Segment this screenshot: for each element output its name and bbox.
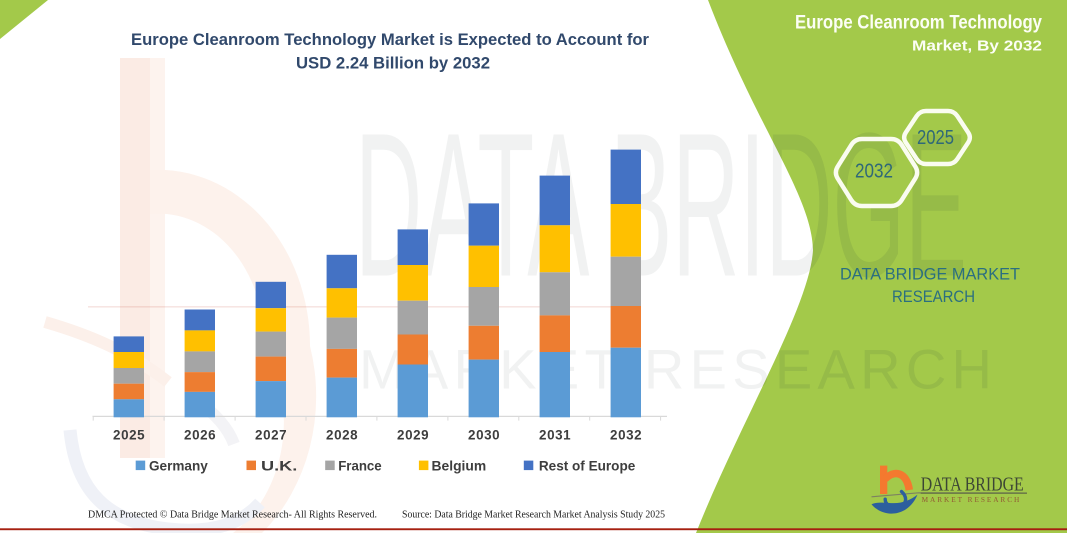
svg-text:2026: 2026 bbox=[184, 428, 216, 443]
svg-text:2025: 2025 bbox=[113, 428, 145, 443]
svg-text:2025: 2025 bbox=[917, 126, 954, 149]
svg-text:USD 2.24 Billion by 2032: USD 2.24 Billion by 2032 bbox=[296, 55, 490, 73]
svg-text:DATA BRIDGE MARKET: DATA BRIDGE MARKET bbox=[840, 264, 1020, 283]
svg-text:U.K.: U.K. bbox=[261, 458, 297, 474]
svg-text:RESEARCH: RESEARCH bbox=[892, 287, 975, 306]
svg-text:Germany: Germany bbox=[149, 458, 208, 474]
svg-text:2028: 2028 bbox=[326, 428, 358, 443]
svg-text:2032: 2032 bbox=[855, 159, 893, 182]
svg-text:MARKET RESEARCH: MARKET RESEARCH bbox=[359, 338, 1004, 401]
svg-text:Europe Cleanroom Technology: Europe Cleanroom Technology bbox=[795, 13, 1042, 34]
svg-text:2031: 2031 bbox=[539, 428, 571, 443]
svg-text:Market, By 2032: Market, By 2032 bbox=[912, 38, 1042, 55]
svg-text:France: France bbox=[338, 458, 382, 474]
svg-text:MARKET RESEARCH: MARKET RESEARCH bbox=[922, 495, 1024, 504]
svg-text:2030: 2030 bbox=[468, 428, 500, 443]
svg-text:DATA BRIDGE: DATA BRIDGE bbox=[921, 473, 1024, 495]
svg-text:2027: 2027 bbox=[255, 428, 287, 443]
svg-text:Belgium: Belgium bbox=[432, 458, 487, 474]
svg-text:DMCA Protected © Data Bridge M: DMCA Protected © Data Bridge Market Rese… bbox=[88, 509, 377, 520]
svg-text:Source: Data Bridge Market Res: Source: Data Bridge Market Research Mark… bbox=[402, 509, 665, 520]
svg-text:2029: 2029 bbox=[397, 428, 429, 443]
svg-text:2032: 2032 bbox=[610, 428, 642, 443]
svg-text:Rest of Europe: Rest of Europe bbox=[539, 458, 636, 474]
svg-text:Europe Cleanroom Technology Ma: Europe Cleanroom Technology Market is Ex… bbox=[131, 31, 650, 49]
